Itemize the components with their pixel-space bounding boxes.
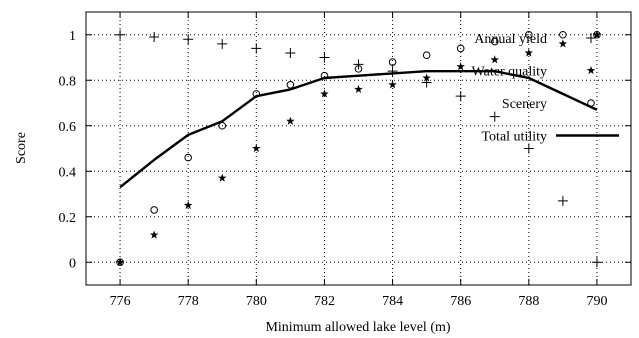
y-tick-label: 1	[69, 29, 76, 44]
y-tick-label: 0	[69, 256, 76, 271]
x-tick-label: 784	[382, 294, 403, 309]
scenery-point	[184, 153, 192, 162]
y-tick-label: 0.2	[59, 211, 77, 226]
scenery-point	[422, 51, 431, 60]
annual-yield-point	[285, 47, 296, 58]
scenery-point	[116, 258, 124, 267]
total-utility-line	[119, 69, 598, 189]
x-tick-label: 776	[110, 294, 131, 309]
annual-yield-point	[591, 257, 602, 268]
legend: Annual yield Water quality Scenery Total ut…	[472, 32, 619, 145]
x-tick-label: 780	[246, 294, 267, 309]
scenery-point	[525, 30, 533, 39]
legend-label-total-utility: Total utility	[481, 130, 547, 145]
water-quality-point	[115, 257, 125, 266]
annual-yield-point	[149, 32, 160, 43]
axes: 776 778 780 782 784 786 788 790 0 0.2 0.4 0.6 0.8 1	[59, 12, 631, 309]
water-quality-point	[286, 116, 295, 125]
scenery-point	[286, 81, 295, 89]
water-quality-point	[388, 80, 397, 89]
scenery-point	[456, 44, 465, 53]
annual-yield-point	[353, 59, 364, 70]
x-axis-label: Minimum allowed lake level (m)	[265, 320, 450, 335]
x-tick-label: 782	[314, 294, 335, 309]
water-quality-point	[183, 200, 193, 210]
scenery-point	[354, 65, 363, 73]
water-quality-point	[320, 89, 329, 98]
water-quality-point	[252, 144, 261, 153]
legend-swatch-annual-yield	[586, 33, 596, 43]
annual-yield-point	[183, 34, 194, 45]
water-quality-point	[217, 173, 227, 182]
x-tick-label: 788	[518, 294, 539, 309]
water-quality-point	[558, 39, 568, 48]
plot-frame	[85, 11, 632, 286]
scenery-point	[388, 58, 397, 66]
legend-label-scenery: Scenery	[502, 97, 547, 112]
y-tick-label: 0.8	[59, 74, 77, 89]
scenery-point	[150, 206, 158, 214]
water-quality-point	[422, 73, 431, 82]
water-quality-point	[456, 62, 465, 71]
scenery-point	[593, 30, 601, 39]
annual-yield-point	[489, 111, 500, 122]
y-tick-label: 0.6	[59, 120, 77, 135]
series-layer	[115, 29, 602, 268]
x-tick-label: 790	[586, 294, 607, 309]
annual-yield-point	[115, 29, 126, 40]
y-tick-label: 0.4	[59, 165, 77, 180]
scenery-point	[559, 30, 567, 39]
x-tick-label: 778	[178, 294, 199, 309]
water-quality-point	[354, 84, 363, 93]
annual-yield-point	[251, 43, 262, 54]
annual-yield-point	[217, 38, 228, 49]
legend-label-annual-yield: Annual yield	[474, 32, 547, 47]
annual-yield-point	[523, 143, 534, 154]
water-quality-point	[592, 30, 602, 39]
water-quality-point	[490, 55, 500, 64]
scenery-point	[490, 37, 499, 46]
water-quality-point	[149, 230, 159, 239]
y-axis-label: Score	[14, 132, 29, 164]
annual-yield-point	[557, 195, 568, 206]
legend-swatch-water-quality	[586, 66, 596, 75]
annual-yield-point	[455, 91, 466, 102]
x-tick-label: 786	[450, 294, 471, 309]
water-quality-point	[524, 48, 534, 57]
legend-label-water-quality: Water quality	[472, 65, 547, 80]
legend-swatch-scenery	[587, 99, 595, 107]
annual-yield-point	[319, 52, 330, 63]
